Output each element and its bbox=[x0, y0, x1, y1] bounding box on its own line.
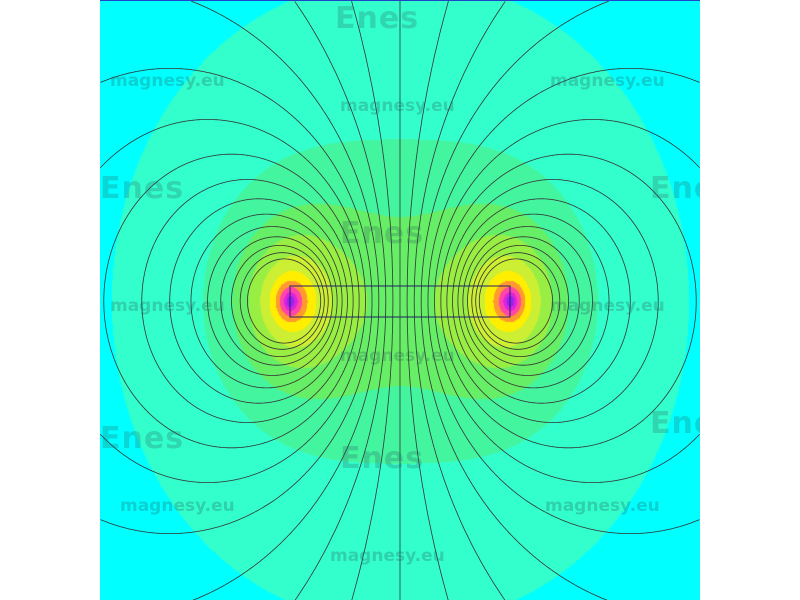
field-plot: magnesy.eu magnesy.eu magnesy.eu magnesy.eu… bbox=[100, 0, 700, 600]
watermark-text: magnesy.eu bbox=[110, 296, 225, 316]
watermark-text: magnesy.eu bbox=[110, 71, 225, 91]
field-line bbox=[434, 119, 700, 483]
watermark-text: magnesy.eu bbox=[330, 546, 445, 566]
field-line bbox=[467, 236, 580, 366]
watermark-text: magnesy.eu bbox=[550, 296, 665, 316]
watermark-logo: Enes bbox=[100, 171, 185, 206]
field-line bbox=[169, 198, 348, 404]
field-line bbox=[452, 198, 631, 404]
field-line bbox=[100, 68, 373, 534]
field-line bbox=[462, 226, 593, 376]
field-line bbox=[413, 1, 506, 600]
watermark-text: magnesy.eu bbox=[340, 346, 455, 366]
field-lines bbox=[100, 1, 700, 600]
watermark-text: magnesy.eu bbox=[550, 71, 665, 91]
watermark-text: magnesy.eu bbox=[120, 496, 235, 516]
field-line bbox=[406, 1, 449, 600]
watermark-logo: Enes bbox=[340, 216, 425, 251]
field-line bbox=[231, 245, 329, 357]
field-line bbox=[141, 179, 354, 423]
field-line bbox=[294, 1, 387, 600]
field-line bbox=[478, 258, 553, 344]
field-line bbox=[446, 179, 659, 423]
watermark-logo: Enes bbox=[335, 1, 420, 36]
watermark-text: magnesy.eu bbox=[340, 96, 455, 116]
watermark-text: magnesy.eu bbox=[545, 496, 660, 516]
field-line bbox=[475, 252, 561, 350]
field-line bbox=[100, 119, 366, 483]
field-line bbox=[457, 213, 610, 389]
watermark-logo: Enes bbox=[340, 441, 425, 476]
field-line bbox=[351, 1, 394, 600]
field-line bbox=[220, 236, 333, 366]
field-line bbox=[427, 68, 700, 534]
field-line bbox=[207, 226, 338, 376]
field-line bbox=[420, 1, 610, 600]
field-line bbox=[471, 245, 569, 357]
field-line bbox=[239, 252, 325, 350]
field-line bbox=[247, 258, 322, 344]
conductor-outline bbox=[289, 285, 511, 318]
watermark-logo: Enes bbox=[650, 171, 700, 206]
watermark-logo: Enes bbox=[100, 421, 185, 456]
field-line bbox=[190, 1, 380, 600]
watermark-logo: Enes bbox=[650, 406, 700, 441]
field-line bbox=[440, 153, 697, 449]
field-line bbox=[103, 153, 360, 449]
field-line bbox=[190, 213, 343, 389]
